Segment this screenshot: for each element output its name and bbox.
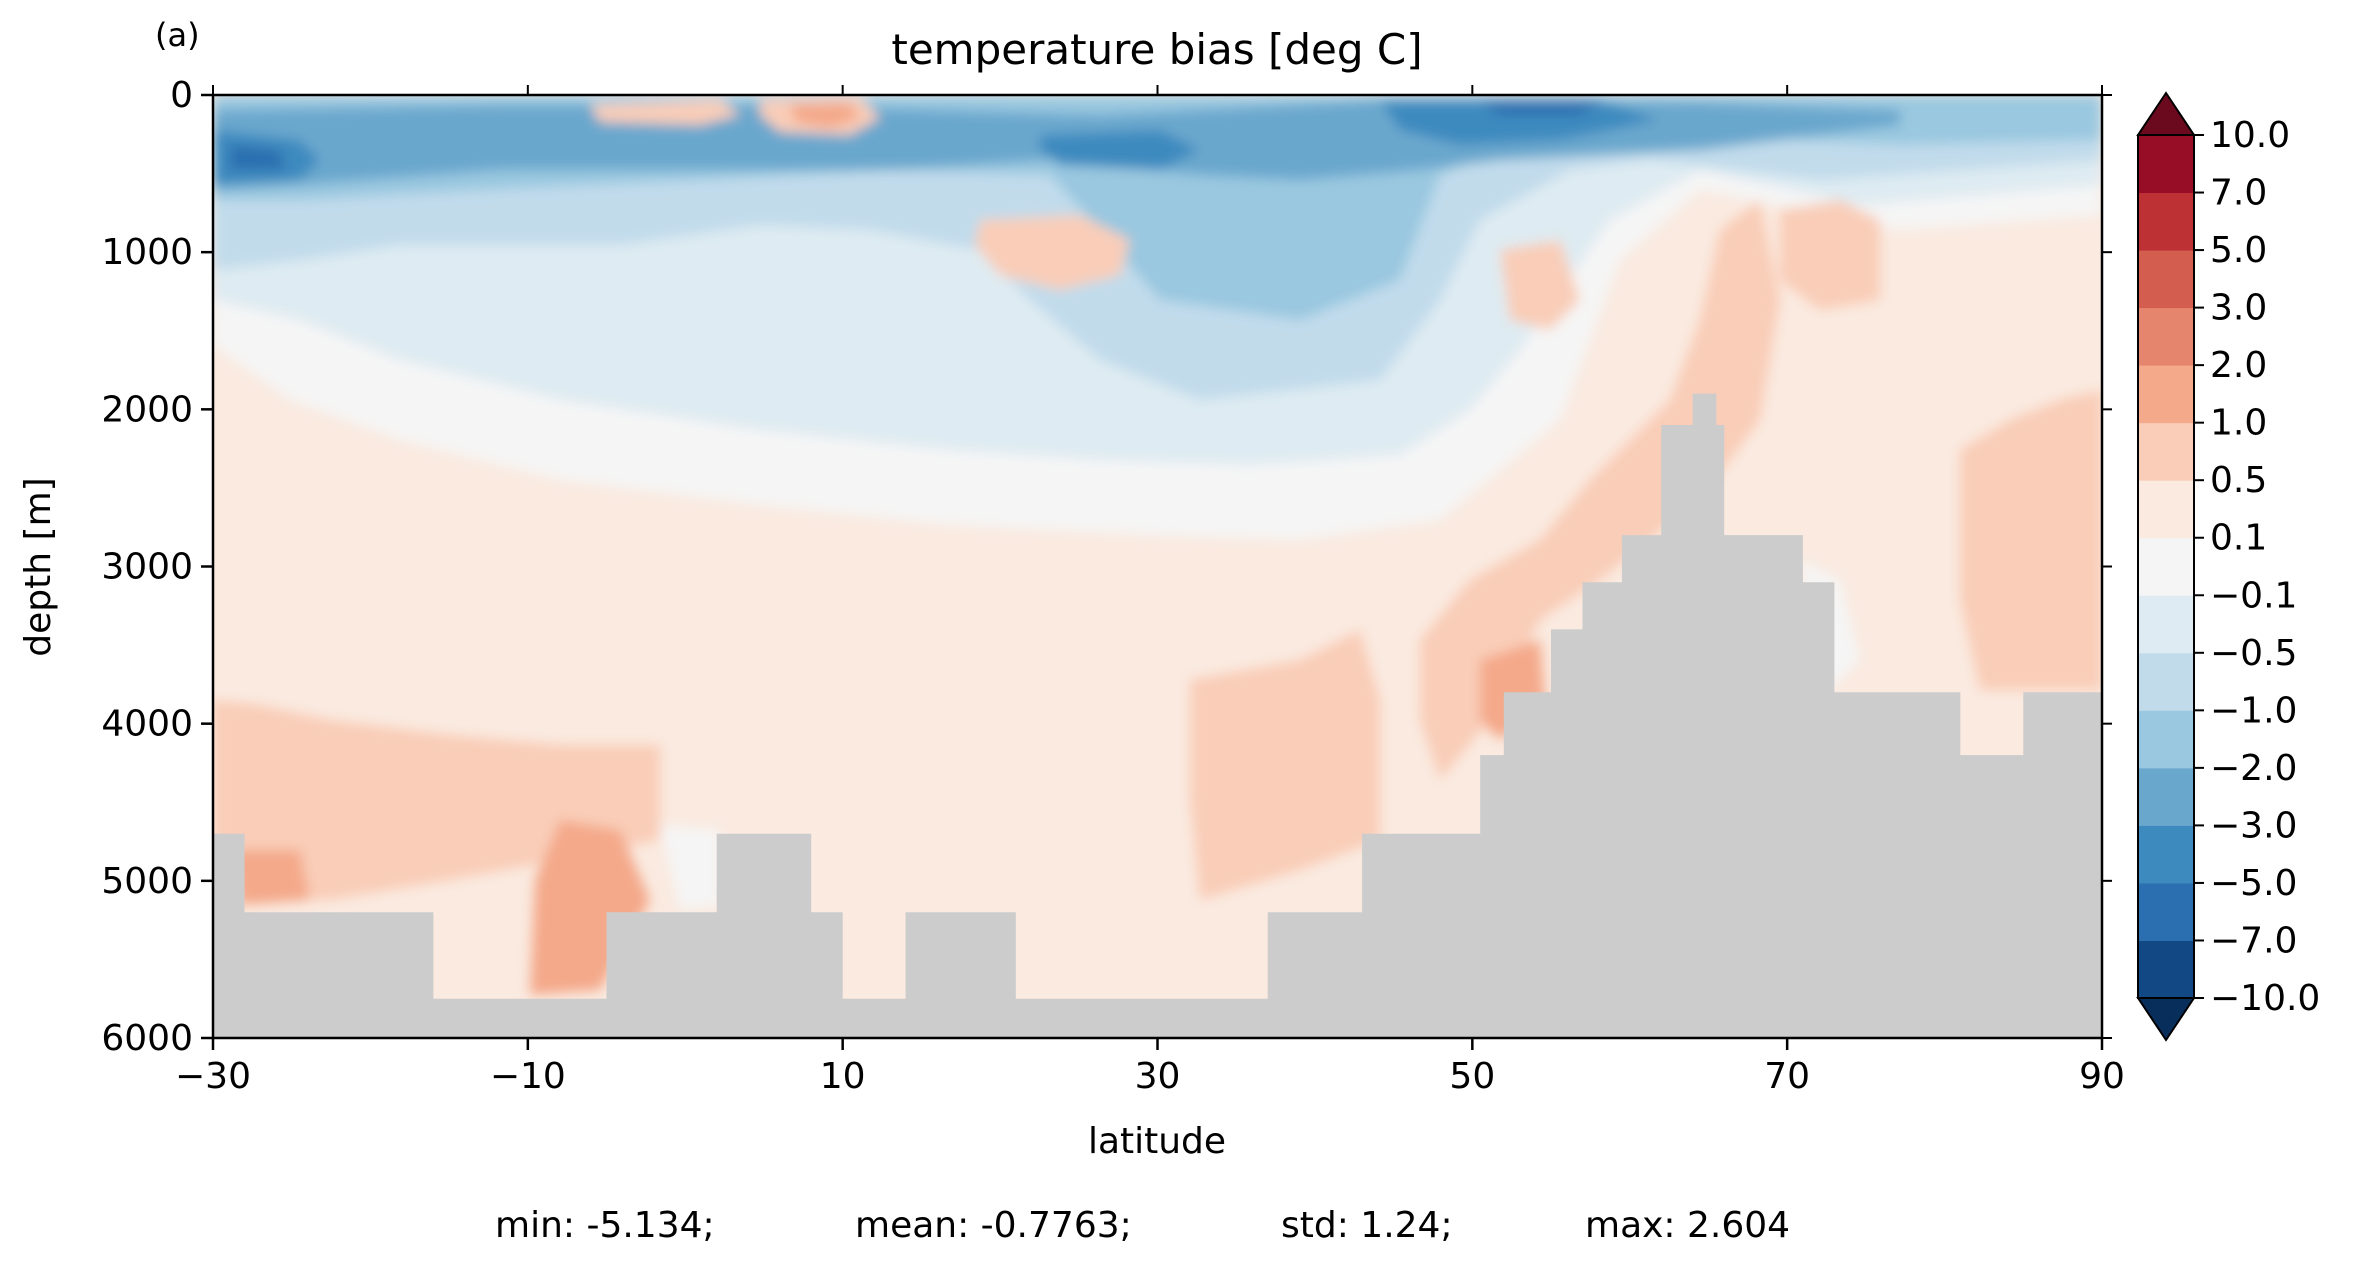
- stat-min: min: -5.134;: [495, 1205, 715, 1246]
- colorbar-segment: [2138, 710, 2194, 769]
- colorbar-segment: [2138, 825, 2194, 884]
- x-tick-label: 70: [1764, 1056, 1810, 1097]
- x-tick-label: −30: [175, 1056, 251, 1097]
- stat-std: std: 1.24;: [1281, 1205, 1453, 1246]
- region-pos-shallow-1: [590, 98, 1130, 290]
- colorbar-segment: [2138, 250, 2194, 309]
- colorbar-segment: [2138, 652, 2194, 711]
- y-axis-label: depth [m]: [18, 477, 59, 656]
- colorbar-tick-label: −0.1: [2210, 575, 2297, 616]
- chart-title: temperature bias [deg C]: [891, 25, 1422, 74]
- colorbar-over-arrow: [2136, 91, 2196, 136]
- colorbar-tick-label: −2.0: [2210, 748, 2297, 789]
- plot-area: [213, 95, 2102, 1038]
- x-tick-label: 30: [1135, 1056, 1181, 1097]
- y-tick-label: 5000: [101, 861, 193, 902]
- colorbar-segment: [2138, 595, 2194, 654]
- colorbar-tick-label: 3.0: [2210, 288, 2267, 329]
- y-tick-label: 4000: [101, 704, 193, 745]
- bias-field: [213, 95, 2102, 995]
- panel-label: (a): [155, 16, 200, 54]
- colorbar-tick-label: 10.0: [2210, 115, 2290, 156]
- colorbar-tick-label: 1.0: [2210, 403, 2267, 444]
- x-tick-label: 10: [820, 1056, 866, 1097]
- x-axis: −30 −10 10 30 50 70 90: [175, 85, 2125, 1097]
- y-axis: 0 1000 2000 3000 4000 5000 6000: [101, 75, 2112, 1059]
- colorbar-segment: [2138, 422, 2194, 481]
- colorbar-segment: [2138, 135, 2194, 194]
- region-pos-shallow-2: [790, 103, 860, 128]
- bathymetry-land: [213, 393, 2102, 1038]
- y-tick-label: 3000: [101, 547, 193, 588]
- colorbar-segment: [2138, 307, 2194, 366]
- colorbar-tick-label: −1.0: [2210, 690, 2297, 731]
- colorbar-frame: [2137, 134, 2195, 999]
- colorbar-segment: [2138, 365, 2194, 424]
- colorbar-tick-label: −7.0: [2210, 920, 2297, 961]
- colorbar-tick-label: 7.0: [2210, 173, 2267, 214]
- colorbar-tick-label: 0.5: [2210, 460, 2267, 501]
- colorbar-tick-label: −10.0: [2210, 978, 2320, 1019]
- stat-mean: mean: -0.7763;: [855, 1205, 1132, 1246]
- colorbar-segment: [2138, 882, 2194, 941]
- colorbar-segment: [2138, 940, 2194, 999]
- colorbar-segment: [2138, 480, 2194, 539]
- colorbar-under-arrow: [2136, 997, 2196, 1042]
- colorbar-tick-label: 2.0: [2210, 345, 2267, 386]
- colorbar-tick-label: −5.0: [2210, 863, 2297, 904]
- colorbar: −10.0 −7.0 −5.0 −3.0 −2.0 −1.0 −0.5 −0.1 0.1 0.5 1…: [2136, 91, 2320, 1042]
- x-tick-label: 50: [1449, 1056, 1495, 1097]
- y-tick-label: 2000: [101, 389, 193, 430]
- colorbar-tick-label: −0.5: [2210, 633, 2297, 674]
- colorbar-segment: [2138, 767, 2194, 826]
- stat-max: max: 2.604: [1585, 1205, 1790, 1246]
- colorbar-segment: [2138, 537, 2194, 596]
- region-pos-1p0-deep: [230, 640, 1545, 995]
- x-tick-label: −10: [490, 1056, 566, 1097]
- y-tick-label: 1000: [101, 232, 193, 273]
- x-tick-label: 90: [2079, 1056, 2125, 1097]
- region-pos-0p5-deep: [213, 200, 2102, 900]
- y-tick-label: 6000: [101, 1018, 193, 1059]
- colorbar-tick-label: −3.0: [2210, 805, 2297, 846]
- colorbar-tick-label: 5.0: [2210, 230, 2267, 271]
- x-axis-label: latitude: [1088, 1121, 1226, 1162]
- y-tick-label: 0: [170, 75, 193, 116]
- colorbar-segment: [2138, 192, 2194, 251]
- colorbar-tick-label: 0.1: [2210, 518, 2267, 559]
